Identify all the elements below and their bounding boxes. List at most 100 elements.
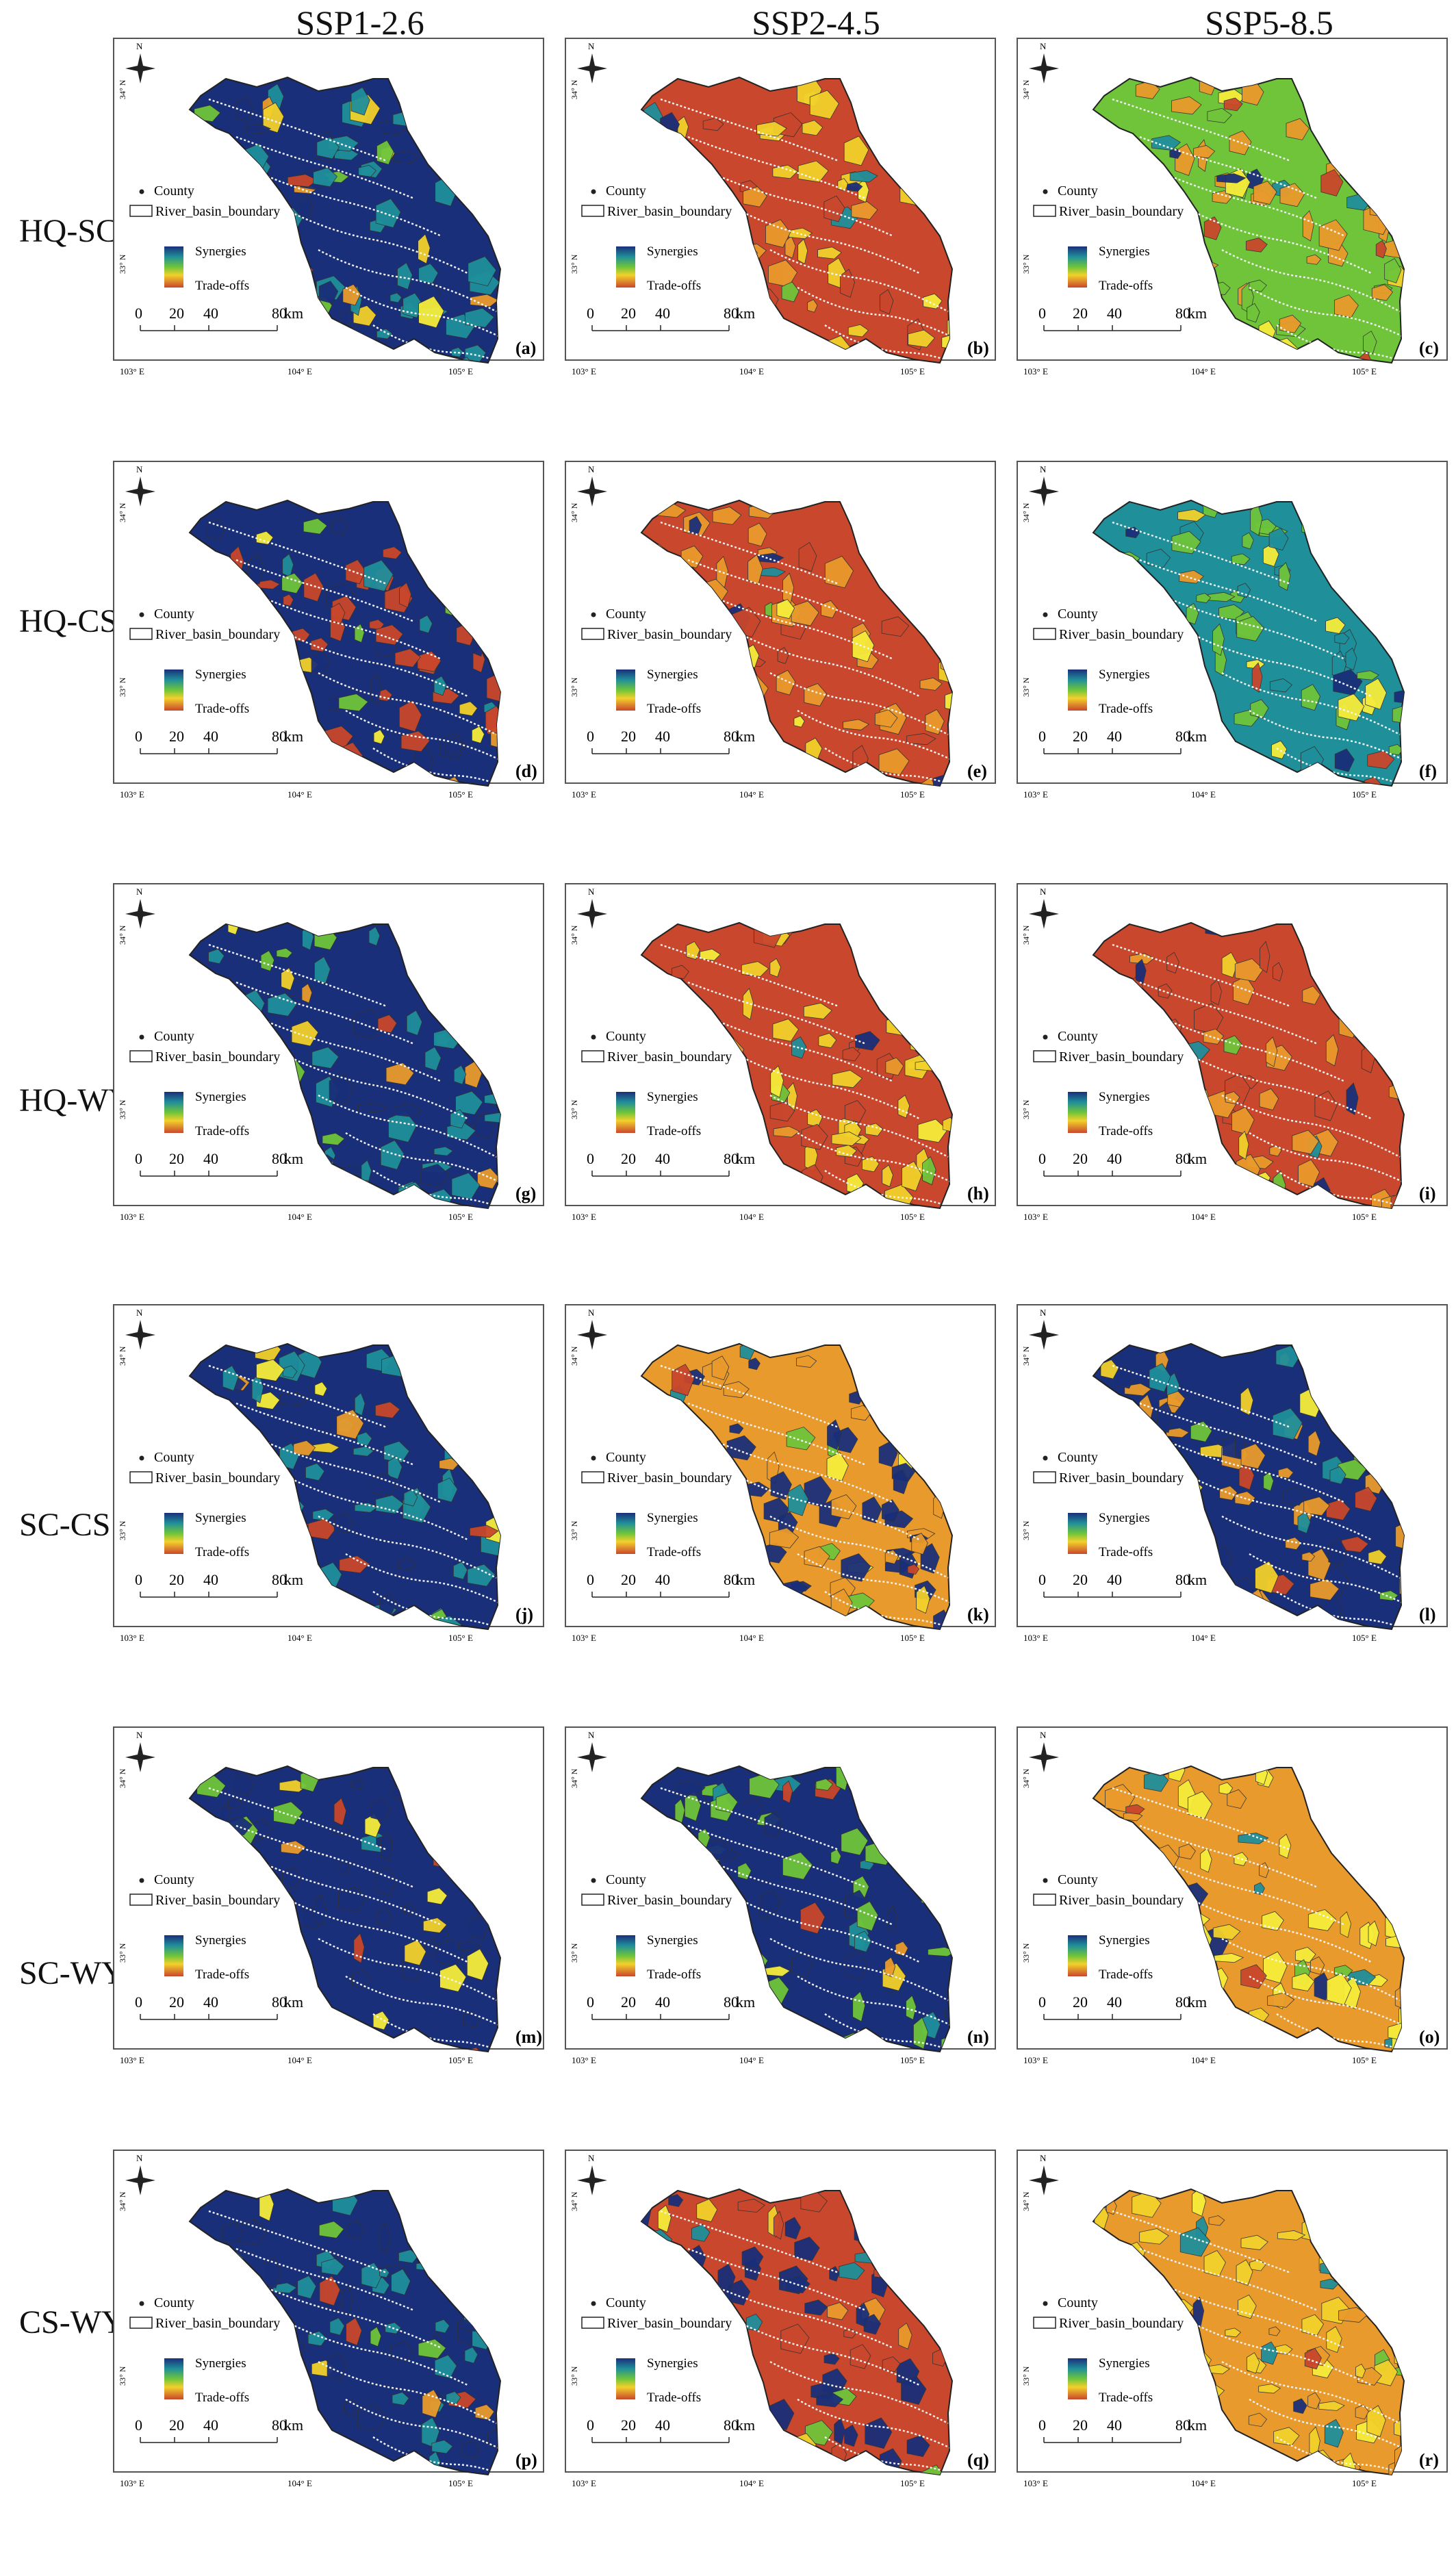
legend-tradeoffs: Trade-offs xyxy=(1099,1124,1153,1138)
subbasin-patch xyxy=(357,2404,386,2432)
river-line xyxy=(742,1056,921,1121)
subbasin-patch xyxy=(313,167,338,188)
subbasin-patch xyxy=(1292,1130,1320,1155)
north-label: N xyxy=(588,2153,595,2163)
lon-label: 103° E xyxy=(1023,2055,1048,2065)
north-label: N xyxy=(1040,2153,1047,2163)
scale-tick-label: 40 xyxy=(1107,2417,1122,2434)
synergy-tradeoff-colorbar xyxy=(616,246,635,288)
subbasin-patch xyxy=(884,1549,899,1564)
legend-boundary: River_basin_boundary xyxy=(155,627,280,642)
subbasin-patch xyxy=(1310,1579,1340,1601)
subbasin-patch xyxy=(1367,750,1395,769)
lat-label-34: 34° N xyxy=(570,1346,579,1366)
scale-unit: km xyxy=(284,1571,303,1588)
subbasin-patch xyxy=(1171,96,1202,115)
subbasin-patch xyxy=(885,1057,904,1076)
river-line xyxy=(208,521,387,585)
north-label: N xyxy=(1040,1730,1047,1740)
subbasin-patch xyxy=(1307,2392,1321,2410)
subbasin-patch xyxy=(852,630,875,663)
county-dot-icon xyxy=(591,1034,596,1040)
subbasin-patch xyxy=(267,993,298,1017)
subbasin-patch xyxy=(282,553,294,578)
boundary-box-icon xyxy=(581,1050,604,1062)
subbasin-patch xyxy=(748,522,767,547)
subbasin-patch xyxy=(1194,1003,1224,1034)
north-arrow-icon: N xyxy=(577,1308,607,1350)
subbasin-patch xyxy=(1231,553,1251,565)
subbasin-patch xyxy=(1249,279,1267,292)
subbasin-patch xyxy=(1263,1471,1274,1492)
legend-boundary: River_basin_boundary xyxy=(155,1049,280,1064)
river-line xyxy=(797,2398,952,2462)
subbasin-patch xyxy=(1286,118,1310,140)
scale-tick-label: 80 xyxy=(724,1571,739,1588)
subbasin-patch xyxy=(863,2314,881,2335)
legend-boundary: River_basin_boundary xyxy=(1059,204,1184,219)
scale-tick-label: 0 xyxy=(587,305,594,322)
map-svg: N 34° N 33° N 103° E 104° E 105° E County River… xyxy=(565,38,996,377)
lat-label-34: 34° N xyxy=(118,79,127,99)
legend-tradeoffs: Trade-offs xyxy=(1099,2390,1153,2405)
legend-synergies: Synergies xyxy=(1099,1933,1150,1948)
subbasin-patch xyxy=(1334,633,1350,645)
map-panel-p: N 34° N 33° N 103° E 104° E 105° E County River… xyxy=(113,2150,553,2492)
north-label: N xyxy=(1040,887,1047,897)
subbasin-patch xyxy=(1236,2259,1253,2286)
subbasin-patch xyxy=(841,1553,871,1582)
river-line xyxy=(1166,596,1346,661)
subbasin-patch xyxy=(1178,1844,1196,1860)
subbasin-patch xyxy=(220,1805,231,1822)
subbasin-patch xyxy=(434,1939,465,1967)
synergy-tradeoff-colorbar xyxy=(1068,246,1087,288)
river-line xyxy=(1194,211,1373,275)
lon-label: 103° E xyxy=(120,2478,144,2488)
lat-label-34: 34° N xyxy=(570,2191,579,2211)
subbasin-patch xyxy=(898,2322,912,2349)
lon-label: 105° E xyxy=(448,789,473,800)
subbasin-patch xyxy=(923,293,943,309)
lat-label-34: 34° N xyxy=(570,1768,579,1788)
subbasin-patch xyxy=(318,281,339,304)
subbasin-patch xyxy=(674,1798,685,1824)
lat-label-34: 34° N xyxy=(570,502,579,522)
subbasin-patch xyxy=(884,1956,896,1978)
scale-tick-label: 40 xyxy=(203,1993,218,2011)
subbasin-patch xyxy=(769,1101,795,1122)
lon-label: 105° E xyxy=(1352,1212,1377,1222)
scale-tick-label: 20 xyxy=(621,1571,636,1588)
subbasin-patch xyxy=(1227,1789,1247,1809)
river-line xyxy=(263,173,442,238)
subbasin-patch xyxy=(376,329,393,340)
subbasin-patch xyxy=(1219,1485,1238,1501)
map-panel-l: N 34° N 33° N 103° E 104° E 105° E County River… xyxy=(1017,1304,1456,1647)
subbasin-patch xyxy=(1346,1082,1359,1116)
river-line xyxy=(824,2013,952,2052)
map-svg: N 34° N 33° N 103° E 104° E 105° E County River… xyxy=(565,1726,996,2065)
legend-synergies: Synergies xyxy=(1099,244,1150,259)
river-line xyxy=(1249,1553,1404,1617)
lat-label-33: 33° N xyxy=(570,1943,579,1963)
river-line xyxy=(660,943,839,1008)
river-line xyxy=(742,1477,921,1542)
subbasin-patch xyxy=(827,2302,849,2321)
subbasin-patch xyxy=(333,1824,353,1836)
scale-unit: km xyxy=(736,1150,755,1167)
subbasin-patch xyxy=(1223,97,1243,112)
lat-label-33: 33° N xyxy=(570,254,579,274)
river-line xyxy=(769,248,949,313)
river-line xyxy=(1112,943,1291,1008)
subbasin-patch xyxy=(764,1811,783,1838)
map-svg: N 34° N 33° N 103° E 104° E 105° E County River… xyxy=(1017,461,1448,800)
subbasin-patch xyxy=(394,648,421,667)
lon-label: 105° E xyxy=(448,366,473,377)
lon-label: 103° E xyxy=(1023,366,1048,377)
subbasin-patch xyxy=(865,1123,884,1136)
scale-tick-label: 0 xyxy=(587,2417,594,2434)
subbasin-patch xyxy=(1362,331,1377,355)
legend-synergies: Synergies xyxy=(647,1090,698,1104)
legend-synergies: Synergies xyxy=(647,2356,698,2371)
subbasin-patch xyxy=(363,559,394,592)
scale-tick-label: 40 xyxy=(1107,1993,1122,2011)
